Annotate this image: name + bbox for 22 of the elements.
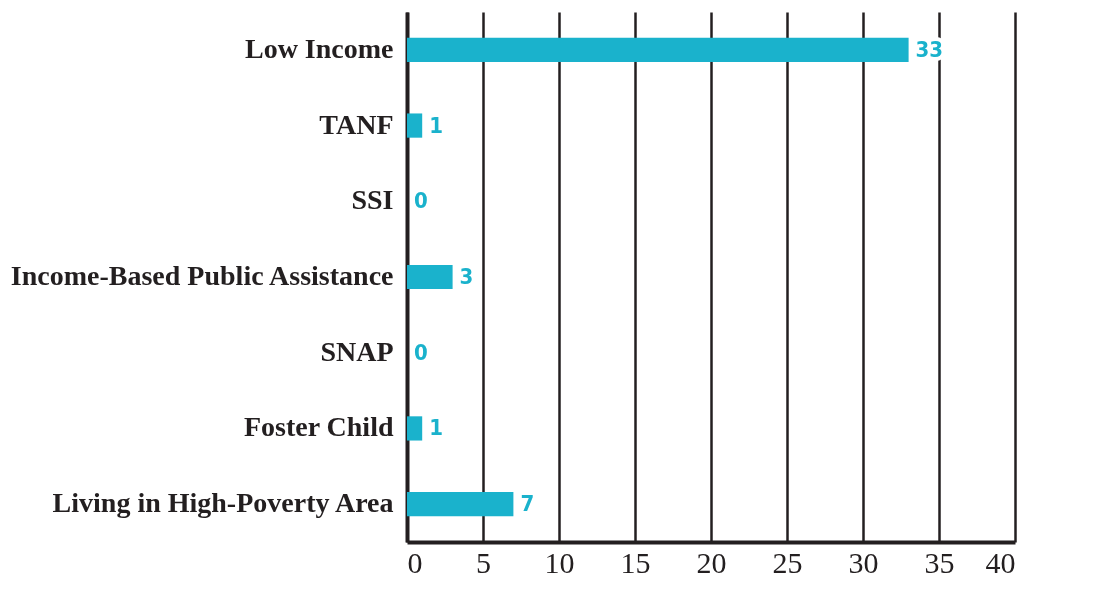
data-label: 7 (520, 491, 535, 517)
data-label: 1 (429, 415, 443, 441)
y-tick-label: TANF (319, 108, 394, 140)
data-label: 3 (459, 264, 474, 289)
x-tick-label: 25 (772, 545, 803, 579)
x-tick-label: 35 (924, 545, 955, 579)
y-tick-label: SNAP (320, 335, 394, 367)
y-tick-label: Foster Child (243, 411, 394, 443)
y-tick-label: Income-Based Public Assistance (10, 260, 394, 291)
data-label: 0 (414, 188, 428, 214)
x-tick-label: 20 (696, 545, 727, 579)
y-tick-label: SSI (351, 184, 394, 216)
x-tick-label: 15 (620, 545, 651, 579)
data-label: 0 (414, 339, 428, 365)
x-tick-label: 10 (544, 545, 575, 579)
x-tick-label: 30 (848, 545, 879, 579)
x-tick-label: 40 (985, 545, 1016, 579)
data-label: 1 (429, 112, 443, 138)
x-tick-label: 0 (407, 545, 423, 579)
y-tick-label: Living in High-Poverty Area (52, 487, 394, 519)
x-tick-label: 5 (476, 545, 491, 579)
y-tick-label: Low Income (244, 32, 394, 64)
